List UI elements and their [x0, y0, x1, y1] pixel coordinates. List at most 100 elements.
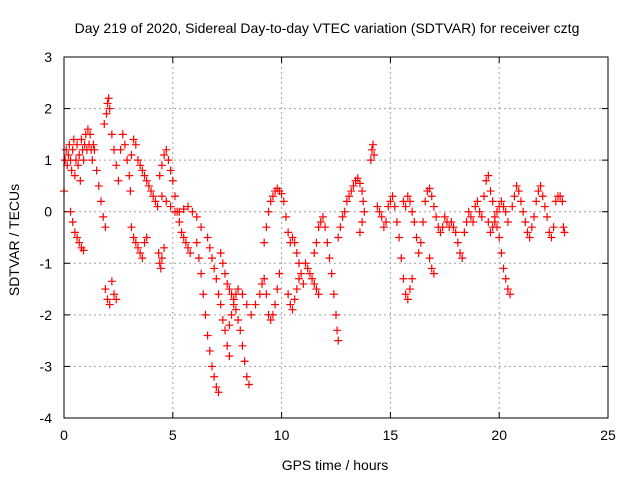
- chart-title: Day 219 of 2020, Sidereal Day-to-day VTE…: [75, 20, 580, 36]
- data-point: [216, 300, 225, 309]
- data-point: [349, 181, 358, 190]
- data-point: [456, 248, 465, 257]
- data-point: [318, 212, 327, 221]
- data-point: [375, 207, 384, 216]
- data-point: [214, 388, 223, 397]
- data-point: [63, 161, 72, 170]
- data-point: [392, 218, 401, 227]
- data-point: [223, 341, 232, 350]
- data-point: [112, 295, 121, 304]
- data-point: [292, 285, 301, 294]
- data-point: [138, 254, 147, 263]
- data-point: [403, 295, 412, 304]
- data-point: [284, 290, 293, 299]
- data-point: [508, 202, 517, 211]
- data-point: [218, 316, 227, 325]
- data-point: [153, 202, 162, 211]
- data-point: [184, 243, 193, 252]
- y-tick-label: -4: [40, 410, 53, 426]
- data-point: [207, 362, 216, 371]
- data-point: [271, 300, 280, 309]
- data-point: [86, 130, 95, 139]
- data-point: [110, 290, 119, 299]
- data-point: [408, 207, 417, 216]
- data-point: [83, 125, 92, 134]
- data-point: [479, 192, 488, 201]
- data-point: [388, 192, 397, 201]
- data-point: [458, 254, 467, 263]
- data-point: [482, 176, 491, 185]
- data-point: [242, 300, 251, 309]
- data-point: [333, 326, 342, 335]
- data-point: [175, 218, 184, 227]
- data-point: [559, 223, 568, 232]
- data-point: [466, 212, 475, 221]
- data-point: [129, 233, 138, 242]
- data-point: [71, 156, 80, 165]
- data-point: [268, 310, 277, 319]
- data-point: [429, 202, 438, 211]
- data-point: [244, 380, 253, 389]
- data-point: [133, 243, 142, 252]
- data-point: [112, 161, 121, 170]
- data-point: [290, 295, 299, 304]
- data-point: [181, 238, 190, 247]
- data-point: [527, 223, 536, 232]
- data-point: [138, 166, 147, 175]
- data-point: [308, 274, 317, 283]
- data-point: [334, 336, 343, 345]
- data-point: [147, 187, 156, 196]
- data-point: [236, 326, 245, 335]
- data-point: [258, 279, 267, 288]
- data-point: [177, 228, 186, 237]
- data-point: [288, 305, 297, 314]
- series-sdtvar: [60, 94, 569, 397]
- data-point: [486, 187, 495, 196]
- data-point: [355, 228, 364, 237]
- data-point: [312, 285, 321, 294]
- data-point: [126, 187, 135, 196]
- data-point: [88, 156, 97, 165]
- data-point: [545, 228, 554, 237]
- data-point: [405, 197, 414, 206]
- data-point: [70, 171, 79, 180]
- data-point: [451, 228, 460, 237]
- x-tick-label: 20: [491, 427, 507, 443]
- data-point: [192, 212, 201, 221]
- data-point: [495, 233, 504, 242]
- data-point: [129, 135, 138, 144]
- x-tick-label: 10: [274, 427, 290, 443]
- data-point: [538, 192, 547, 201]
- y-axis-label: SDTVAR / TECUs: [6, 184, 22, 296]
- data-point: [499, 264, 508, 273]
- x-tick-label: 5: [169, 427, 177, 443]
- data-point: [386, 197, 395, 206]
- data-point: [266, 197, 275, 206]
- data-point: [70, 228, 79, 237]
- data-point: [125, 171, 134, 180]
- data-point: [194, 254, 203, 263]
- data-point: [207, 254, 216, 263]
- data-point: [543, 212, 552, 221]
- data-point: [540, 202, 549, 211]
- data-point: [497, 248, 506, 257]
- data-point: [425, 254, 434, 263]
- data-point: [238, 341, 247, 350]
- y-tick-label: 0: [44, 204, 52, 220]
- data-point: [436, 228, 445, 237]
- data-point: [75, 238, 84, 247]
- data-point: [488, 197, 497, 206]
- data-point: [74, 161, 83, 170]
- data-point: [175, 207, 184, 216]
- data-point: [103, 295, 112, 304]
- data-point: [405, 285, 414, 294]
- data-point: [440, 212, 449, 221]
- data-point: [264, 207, 273, 216]
- data-point: [397, 254, 406, 263]
- data-point: [69, 135, 78, 144]
- data-point: [73, 140, 82, 149]
- data-point: [157, 161, 166, 170]
- data-point: [156, 264, 165, 273]
- data-point: [127, 223, 136, 232]
- data-point: [310, 279, 319, 288]
